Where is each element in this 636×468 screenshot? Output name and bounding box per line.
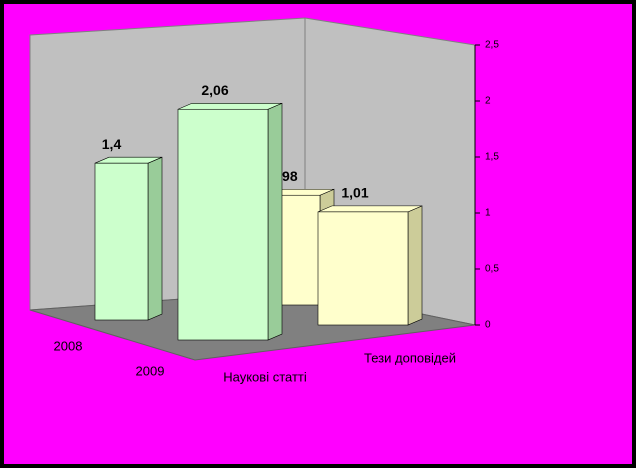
bar-side [147, 156, 163, 321]
bar [317, 211, 409, 326]
bar-top [177, 102, 283, 110]
y-tick-label: 2 [485, 96, 491, 107]
bar-top [317, 205, 423, 213]
category-label: Тези доповідей [364, 350, 456, 365]
y-tick-label: 0 [485, 320, 491, 331]
y-tick-label: 2,5 [485, 40, 499, 51]
y-tick-label: 1,5 [485, 152, 499, 163]
bar [177, 108, 269, 341]
bar [94, 162, 149, 321]
y-tick-label: 1 [485, 208, 491, 219]
series-label: 2008 [54, 338, 83, 353]
value-label: 2,06 [201, 82, 228, 98]
bar-side [267, 102, 283, 341]
series-label: 2009 [136, 363, 165, 378]
category-label: Наукові статті [223, 369, 307, 384]
bar-side [407, 205, 423, 326]
value-label: 1,4 [102, 136, 122, 152]
value-label: 1,01 [341, 185, 368, 201]
y-tick-label: 0,5 [485, 264, 499, 275]
